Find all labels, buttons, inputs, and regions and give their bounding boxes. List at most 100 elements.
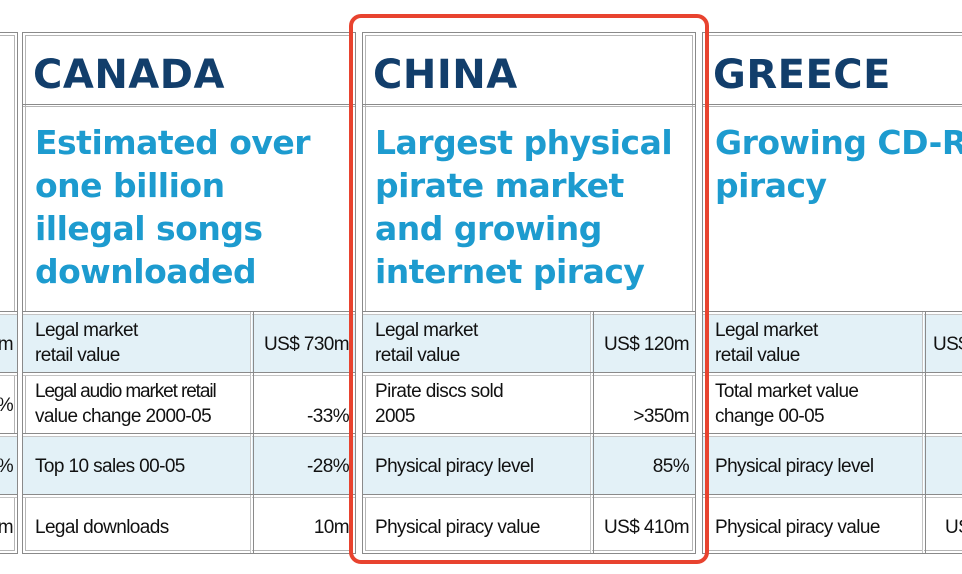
row-label-line: Legal market [375, 320, 478, 341]
row-label-line: Pirate discs sold [375, 381, 504, 402]
divider [925, 434, 926, 494]
headline: Largest physical pirate market and growi… [375, 121, 691, 293]
row-label-line: Legal downloads [35, 517, 169, 538]
headline-line: one billion [35, 166, 225, 205]
row-label-line: Physical piracy value [375, 517, 540, 538]
stats-table: Legal market retail value US$ 120m Pirat… [363, 311, 695, 553]
divider [703, 104, 962, 105]
row-label: Physical piracy value [375, 515, 540, 540]
row-label: Legal downloads [35, 515, 169, 540]
divider [593, 495, 594, 553]
row-label-line: Legal audio market retail [35, 381, 217, 402]
table-row: Legal audio market retail value change 2… [23, 372, 355, 433]
row-label-line: retail value [35, 345, 120, 366]
country-column-china: CHINA Largest physical pirate market and… [362, 32, 696, 554]
row-value: -28% [307, 456, 350, 477]
row-label: Legal market retail value [375, 318, 478, 368]
table-row: m [0, 311, 17, 372]
row-label: Total market value change 00-05 [715, 379, 859, 429]
row-value: -33% [307, 406, 350, 427]
row-label-line: Top 10 sales 00-05 [35, 456, 185, 477]
headline-line: pirate market [375, 166, 624, 205]
divider [253, 495, 254, 553]
divider [925, 312, 926, 372]
headline-line: downloaded [35, 252, 257, 291]
table-row: m [0, 494, 17, 553]
row-label: Physical piracy level [375, 454, 534, 479]
headline-line: piracy [715, 166, 827, 205]
row-label-line: Legal market [35, 320, 138, 341]
table-row: Legal downloads 10m [23, 494, 355, 553]
headline-line: and growing [375, 209, 602, 248]
row-value: >350m [633, 406, 689, 427]
table-row: Physical piracy level [703, 433, 962, 494]
table-row: % [0, 372, 17, 433]
row-value: % [0, 393, 14, 418]
row-value: US$ 120m [604, 334, 690, 355]
divider [23, 104, 355, 105]
row-label-line: 2005 [375, 406, 415, 427]
row-label: Legal audio market retail value change 2… [35, 379, 217, 429]
table-row: Legal market retail value US$ 730m [23, 311, 355, 372]
divider [253, 312, 254, 372]
table-row: Top 10 sales 00-05 -28% [23, 433, 355, 494]
divider [593, 373, 594, 433]
divider [363, 104, 695, 105]
row-label: Pirate discs sold 2005 [375, 379, 504, 429]
divider [253, 373, 254, 433]
row-label-line: Legal market [715, 320, 818, 341]
row-label: Physical piracy value [715, 515, 880, 540]
headline-line: illegal songs [35, 209, 263, 248]
stats-table: Legal market retail value US$ 730m Legal… [23, 311, 355, 553]
country-title: CANADA [33, 52, 225, 98]
row-value: US [945, 517, 962, 538]
row-label-line: Physical piracy level [375, 456, 534, 477]
row-label-line: value change 2000-05 [35, 406, 212, 427]
row-label-line: change 00-05 [715, 406, 825, 427]
row-value: US$ 410m [604, 517, 690, 538]
stats-table: Legal market retail value US$ Total mark… [703, 311, 962, 553]
row-label-line: Physical piracy value [715, 517, 880, 538]
headline: Estimated over one billion illegal songs… [35, 121, 351, 293]
row-label-line: Physical piracy level [715, 456, 874, 477]
row-value: % [0, 454, 14, 479]
row-value: m [0, 515, 14, 540]
row-value: US$ 730m [264, 334, 350, 355]
row-label-line: Total market value [715, 381, 859, 402]
divider [925, 495, 926, 553]
headline-line: Estimated over [35, 123, 311, 162]
table-row: Pirate discs sold 2005 >350m [363, 372, 695, 433]
row-label-line: retail value [715, 345, 800, 366]
row-value: US$ [933, 334, 962, 355]
country-column-greece: GREECE Growing CD-R piracy Legal market … [702, 32, 962, 554]
headline-line: Growing CD-R [715, 123, 962, 162]
row-value: m [0, 332, 14, 357]
row-value: 10m [313, 517, 350, 538]
table-row: % [0, 433, 17, 494]
left-partial-rows: m % % m [0, 311, 17, 553]
row-label: Top 10 sales 00-05 [35, 454, 185, 479]
headline-line: Largest physical [375, 123, 673, 162]
row-value: 85% [652, 456, 690, 477]
country-title: GREECE [713, 52, 891, 98]
divider [593, 434, 594, 494]
row-label: Physical piracy level [715, 454, 874, 479]
left-partial-column: m % % m [0, 32, 18, 554]
table-row: Total market value change 00-05 [703, 372, 962, 433]
table-row: Physical piracy value US [703, 494, 962, 553]
headline-line: internet piracy [375, 252, 645, 291]
divider [593, 312, 594, 372]
headline: Growing CD-R piracy [715, 121, 962, 207]
table-row: Physical piracy level 85% [363, 433, 695, 494]
divider [925, 373, 926, 433]
table-row: Physical piracy value US$ 410m [363, 494, 695, 553]
country-title: CHINA [373, 52, 518, 98]
country-column-canada: CANADA Estimated over one billion illega… [22, 32, 356, 554]
divider [253, 434, 254, 494]
row-label: Legal market retail value [35, 318, 138, 368]
table-row: Legal market retail value US$ 120m [363, 311, 695, 372]
row-label-line: retail value [375, 345, 460, 366]
table-row: Legal market retail value US$ [703, 311, 962, 372]
row-label: Legal market retail value [715, 318, 818, 368]
